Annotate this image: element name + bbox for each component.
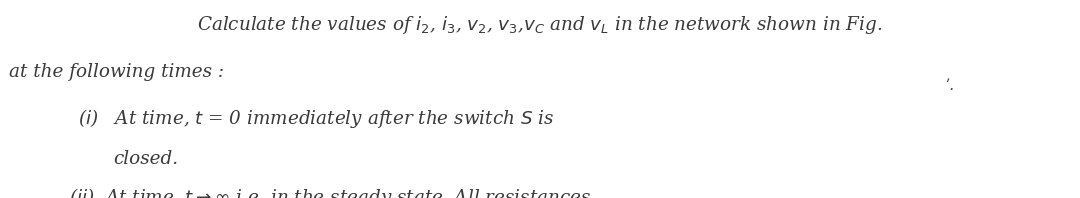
Text: at the following times :: at the following times : [9, 63, 224, 81]
Text: Calculate the values of $i_2$, $i_3$, $v_2$, $v_3$,$v_C$ and $v_L$ in the networ: Calculate the values of $i_2$, $i_3$, $v… [198, 14, 882, 36]
Text: ʹ.: ʹ. [945, 79, 954, 93]
Text: ($i$)   At time, $t$ = 0 immediately after the switch $S$ is: ($i$) At time, $t$ = 0 immediately after… [78, 107, 554, 130]
Text: ($ii$)  At time, $t\rightarrow\infty$ i.e. in the steady state. All resistances: ($ii$) At time, $t\rightarrow\infty$ i.e… [69, 186, 592, 198]
Text: closed.: closed. [113, 150, 178, 168]
